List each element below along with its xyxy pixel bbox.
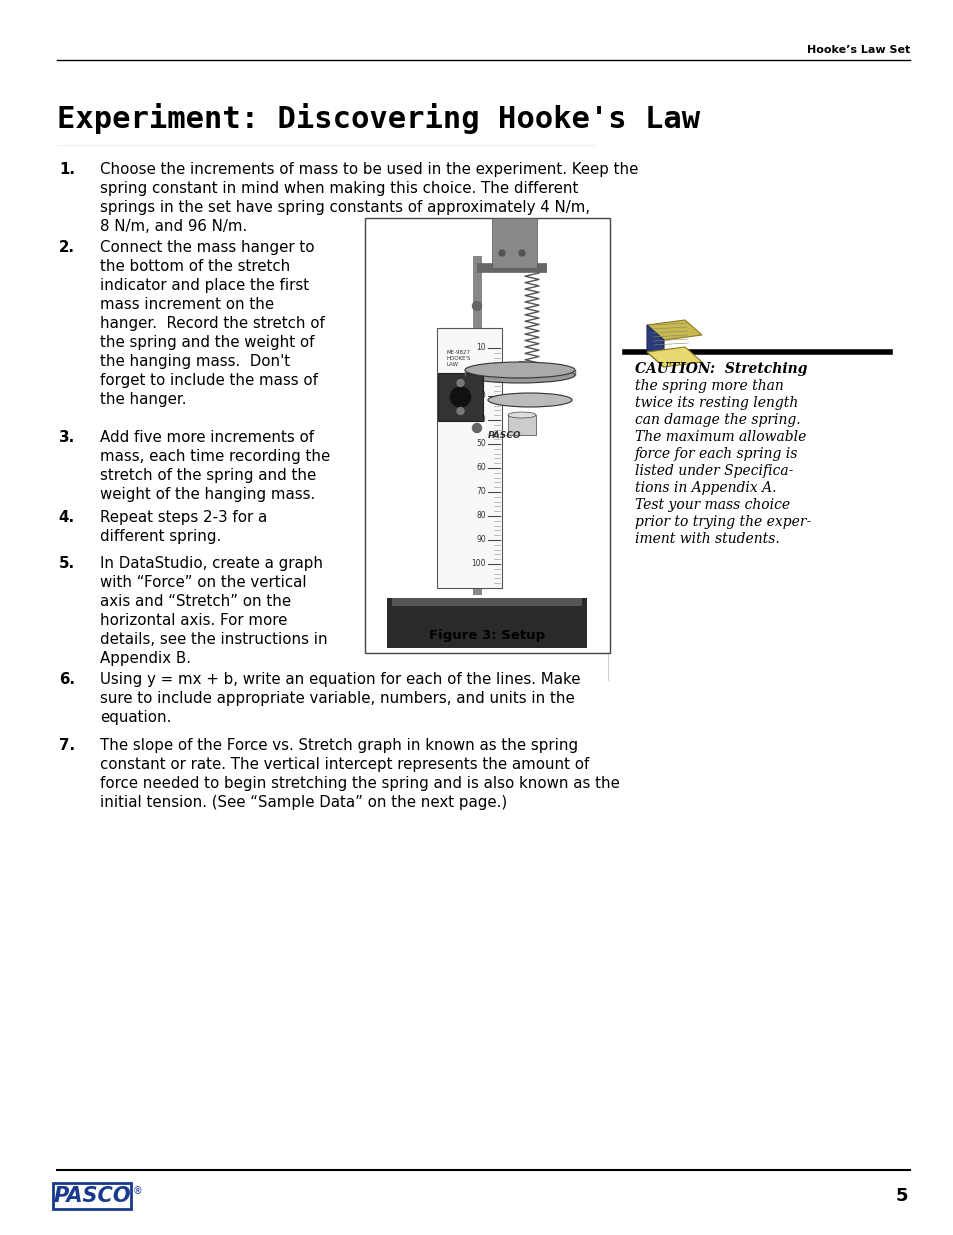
Text: stretch of the spring and the: stretch of the spring and the (100, 468, 315, 483)
Bar (473, 256, 481, 595)
Bar (392, 598, 581, 606)
Text: 70: 70 (476, 488, 485, 496)
Text: 4.: 4. (59, 510, 75, 525)
Circle shape (456, 408, 463, 415)
Text: the spring more than: the spring more than (635, 379, 783, 393)
Circle shape (498, 249, 504, 256)
Text: forget to include the mass of: forget to include the mass of (100, 373, 317, 388)
Text: tions in Appendix A.: tions in Appendix A. (635, 480, 776, 495)
Text: Choose the increments of mass to be used in the experiment. Keep the: Choose the increments of mass to be used… (100, 162, 638, 177)
Text: Experiment: Discovering Hooke's Law: Experiment: Discovering Hooke's Law (57, 103, 700, 133)
Text: mass, each time recording the: mass, each time recording the (100, 450, 330, 464)
Text: force for each spring is: force for each spring is (635, 447, 798, 461)
Text: force needed to begin stretching the spring and is also known as the: force needed to begin stretching the spr… (100, 776, 619, 790)
Text: equation.: equation. (100, 710, 172, 725)
Polygon shape (492, 219, 537, 268)
Text: springs in the set have spring constants of approximately 4 N/m,: springs in the set have spring constants… (100, 200, 590, 215)
Bar (365, 219, 609, 653)
Text: 80: 80 (476, 511, 485, 520)
Circle shape (518, 249, 524, 256)
Text: the spring and the weight of: the spring and the weight of (100, 335, 314, 350)
Text: listed under Specifica-: listed under Specifica- (635, 464, 793, 478)
Text: details, see the instructions in: details, see the instructions in (100, 632, 327, 647)
Bar (387, 598, 586, 648)
Text: The slope of the Force vs. Stretch graph in known as the spring: The slope of the Force vs. Stretch graph… (100, 739, 578, 753)
Text: iment with students.: iment with students. (635, 532, 779, 546)
Text: Using y = mx + b, write an equation for each of the lines. Make: Using y = mx + b, write an equation for … (100, 672, 579, 687)
Text: 2.: 2. (59, 240, 75, 254)
Text: weight of the hanging mass.: weight of the hanging mass. (100, 487, 314, 501)
Circle shape (456, 379, 463, 387)
Text: 5.: 5. (59, 556, 75, 571)
Text: PASCO: PASCO (53, 1186, 131, 1207)
Ellipse shape (464, 367, 575, 383)
Text: ME-9827
HOOKE'S
LAW: ME-9827 HOOKE'S LAW (447, 350, 471, 367)
Bar (53, 1183, 131, 1209)
Text: 10: 10 (476, 343, 485, 352)
Text: Hooke’s Law Set: Hooke’s Law Set (806, 44, 909, 56)
Text: The maximum allowable: The maximum allowable (635, 430, 805, 445)
Text: mass increment on the: mass increment on the (100, 296, 274, 312)
Text: twice its resting length: twice its resting length (635, 396, 798, 410)
Text: 5: 5 (895, 1187, 907, 1205)
Text: constant or rate. The vertical intercept represents the amount of: constant or rate. The vertical intercept… (100, 757, 589, 772)
Text: 30: 30 (476, 391, 485, 400)
Text: 6.: 6. (59, 672, 75, 687)
Text: 3.: 3. (59, 430, 75, 445)
Text: prior to trying the exper-: prior to trying the exper- (635, 515, 810, 529)
Polygon shape (646, 347, 701, 367)
Text: axis and “Stretch” on the: axis and “Stretch” on the (100, 594, 291, 609)
Text: PASCO: PASCO (488, 431, 521, 440)
Bar (507, 415, 536, 435)
Text: the hanging mass.  Don't: the hanging mass. Don't (100, 354, 290, 369)
Text: Connect the mass hanger to: Connect the mass hanger to (100, 240, 314, 254)
Text: the hanger.: the hanger. (100, 391, 186, 408)
Circle shape (472, 301, 481, 310)
Polygon shape (646, 320, 701, 340)
Text: 60: 60 (476, 463, 485, 473)
Text: 20: 20 (476, 368, 485, 377)
Text: 90: 90 (476, 536, 485, 545)
Text: Figure 3: Setup: Figure 3: Setup (429, 629, 545, 641)
Text: indicator and place the first: indicator and place the first (100, 278, 309, 293)
Bar (437, 373, 482, 421)
Text: sure to include appropriate variable, numbers, and units in the: sure to include appropriate variable, nu… (100, 692, 574, 706)
Text: 7.: 7. (59, 739, 75, 753)
Circle shape (472, 424, 481, 432)
Text: Test your mass choice: Test your mass choice (635, 498, 789, 513)
Ellipse shape (464, 362, 575, 378)
Text: Repeat steps 2-3 for a: Repeat steps 2-3 for a (100, 510, 267, 525)
Text: 50: 50 (476, 440, 485, 448)
Text: 40: 40 (476, 415, 485, 425)
Text: ®: ® (132, 1186, 143, 1195)
Text: with “Force” on the vertical: with “Force” on the vertical (100, 576, 306, 590)
Ellipse shape (507, 412, 536, 417)
Text: Appendix B.: Appendix B. (100, 651, 191, 666)
Text: horizontal axis. For more: horizontal axis. For more (100, 613, 287, 629)
Polygon shape (646, 325, 663, 367)
Text: 1.: 1. (59, 162, 75, 177)
Text: 100: 100 (471, 559, 485, 568)
Text: the bottom of the stretch: the bottom of the stretch (100, 259, 290, 274)
Ellipse shape (488, 393, 572, 408)
Text: spring constant in mind when making this choice. The different: spring constant in mind when making this… (100, 182, 578, 196)
Text: Add five more increments of: Add five more increments of (100, 430, 314, 445)
Text: hanger.  Record the stretch of: hanger. Record the stretch of (100, 316, 325, 331)
Text: In DataStudio, create a graph: In DataStudio, create a graph (100, 556, 323, 571)
Text: 8 N/m, and 96 N/m.: 8 N/m, and 96 N/m. (100, 219, 247, 233)
Bar (436, 329, 501, 588)
Text: can damage the spring.: can damage the spring. (635, 412, 800, 427)
Circle shape (450, 387, 470, 408)
Text: initial tension. (See “Sample Data” on the next page.): initial tension. (See “Sample Data” on t… (100, 795, 507, 810)
Text: CAUTION:  Stretching: CAUTION: Stretching (635, 362, 806, 375)
Text: different spring.: different spring. (100, 529, 221, 543)
